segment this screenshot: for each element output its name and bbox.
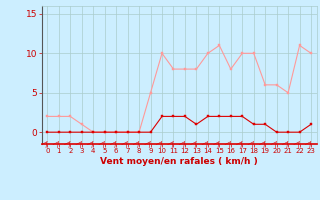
X-axis label: Vent moyen/en rafales ( km/h ): Vent moyen/en rafales ( km/h ) (100, 157, 258, 166)
